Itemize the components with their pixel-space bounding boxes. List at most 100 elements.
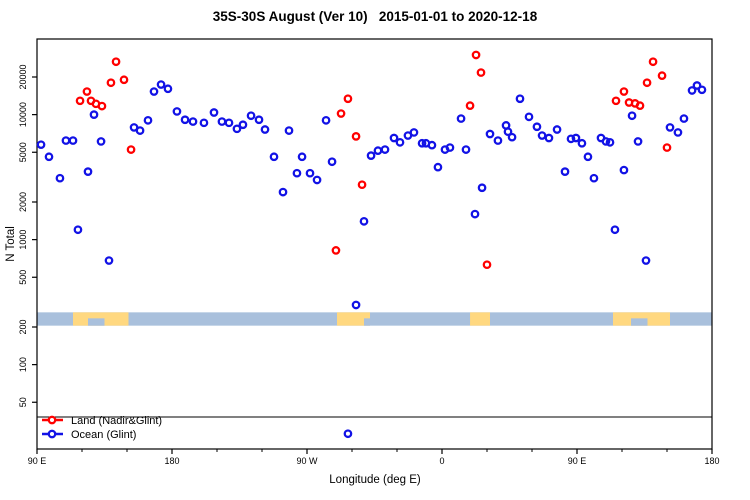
data-point-ocean bbox=[217, 117, 227, 126]
data-point-ocean bbox=[665, 123, 675, 132]
map-strip-land bbox=[470, 312, 490, 326]
data-point-land bbox=[336, 109, 346, 118]
data-point-ocean bbox=[571, 133, 581, 143]
data-point-land bbox=[662, 143, 672, 152]
data-point-ocean bbox=[633, 137, 643, 146]
data-point-ocean bbox=[409, 128, 419, 137]
x-axis-title: Longitude (deg E) bbox=[329, 474, 421, 486]
map-strip-ocean bbox=[37, 312, 712, 326]
data-point-ocean bbox=[359, 217, 369, 226]
data-point-ocean bbox=[395, 138, 405, 147]
data-point-land bbox=[343, 94, 353, 104]
chart-title: 35S-30S August (Ver 10) 2015-01-01 to 20… bbox=[212, 9, 538, 24]
data-point-ocean bbox=[477, 183, 487, 193]
data-point-ocean bbox=[55, 173, 65, 183]
y-tick-label: 100 bbox=[18, 357, 28, 372]
data-point-ocean bbox=[343, 429, 353, 439]
x-tick-label: 90 E bbox=[568, 456, 587, 466]
data-point-ocean bbox=[199, 118, 209, 128]
data-point-ocean bbox=[589, 173, 599, 183]
data-point-ocean bbox=[188, 117, 198, 126]
data-point-ocean bbox=[68, 136, 78, 145]
data-point-ocean bbox=[254, 115, 264, 125]
data-point-ocean bbox=[679, 114, 689, 123]
data-point-ocean bbox=[610, 225, 620, 235]
data-point-ocean bbox=[351, 300, 361, 310]
x-tick-label: 90 W bbox=[296, 456, 318, 466]
data-point-ocean bbox=[172, 107, 182, 116]
x-tick-label: 90 E bbox=[28, 456, 47, 466]
data-point-ocean bbox=[135, 126, 145, 135]
data-point-ocean bbox=[577, 138, 587, 148]
data-point-ocean bbox=[697, 85, 707, 95]
y-tick-label: 20000 bbox=[18, 64, 28, 89]
data-point-ocean bbox=[552, 125, 562, 134]
data-point-ocean bbox=[687, 86, 697, 95]
data-point-ocean bbox=[373, 146, 383, 155]
legend-label: Ocean (Glint) bbox=[71, 429, 136, 441]
data-point-land bbox=[471, 50, 481, 60]
data-point-ocean bbox=[61, 136, 71, 145]
data-point-ocean bbox=[544, 133, 554, 143]
data-point-ocean bbox=[427, 140, 437, 150]
data-point-ocean bbox=[232, 124, 242, 134]
data-point-ocean bbox=[366, 151, 376, 160]
data-point-land bbox=[119, 75, 129, 85]
data-point-ocean bbox=[470, 209, 480, 219]
data-point-land bbox=[97, 101, 107, 111]
data-point-ocean bbox=[104, 256, 114, 265]
data-point-land bbox=[611, 96, 621, 106]
data-point-ocean bbox=[163, 84, 173, 94]
data-point-land bbox=[106, 78, 116, 88]
data-point-ocean bbox=[73, 225, 83, 235]
y-tick-label: 5000 bbox=[18, 142, 28, 162]
data-point-ocean bbox=[515, 94, 525, 104]
data-point-ocean bbox=[583, 152, 593, 162]
data-point-ocean bbox=[149, 87, 159, 96]
data-point-land bbox=[635, 101, 645, 110]
data-point-ocean bbox=[507, 132, 517, 142]
data-point-land bbox=[619, 87, 629, 96]
data-point-ocean bbox=[180, 115, 190, 125]
data-point-ocean bbox=[143, 115, 153, 125]
y-tick-label: 2000 bbox=[18, 192, 28, 212]
data-point-ocean bbox=[36, 140, 46, 150]
data-point-ocean bbox=[284, 126, 294, 135]
data-point-ocean bbox=[321, 115, 331, 125]
data-point-ocean bbox=[305, 168, 315, 178]
data-point-land bbox=[657, 71, 667, 81]
data-point-ocean bbox=[461, 145, 471, 154]
y-tick-label: 200 bbox=[18, 319, 28, 334]
data-point-ocean bbox=[566, 134, 576, 144]
data-point-ocean bbox=[673, 128, 683, 137]
data-point-land bbox=[465, 101, 475, 110]
data-point-ocean bbox=[260, 125, 270, 134]
data-point-land bbox=[75, 96, 85, 106]
data-point-ocean bbox=[83, 167, 93, 176]
data-point-ocean bbox=[278, 187, 288, 197]
map-strip-coast-notch bbox=[88, 318, 105, 326]
data-point-ocean bbox=[493, 136, 503, 145]
y-tick-label: 50 bbox=[18, 397, 28, 407]
legend-symbol-point bbox=[47, 429, 57, 439]
data-point-ocean bbox=[224, 118, 234, 128]
data-point-land bbox=[126, 145, 136, 154]
data-point-ocean bbox=[312, 175, 322, 185]
data-point-ocean bbox=[627, 111, 637, 121]
data-point-ocean bbox=[503, 127, 513, 137]
data-point-ocean bbox=[89, 110, 99, 119]
data-point-ocean bbox=[445, 143, 455, 152]
data-point-ocean bbox=[641, 256, 651, 265]
legend-label: Land (Nadir&Glint) bbox=[71, 415, 162, 427]
data-point-ocean bbox=[246, 111, 256, 121]
data-point-land bbox=[331, 246, 341, 255]
y-tick-label: 10000 bbox=[18, 102, 28, 127]
data-point-ocean bbox=[44, 152, 54, 162]
y-tick-label: 1000 bbox=[18, 230, 28, 250]
data-point-ocean bbox=[601, 137, 611, 146]
data-point-ocean bbox=[389, 133, 399, 143]
data-point-ocean bbox=[532, 122, 542, 132]
data-point-ocean bbox=[485, 129, 495, 139]
data-point-land bbox=[357, 180, 367, 190]
